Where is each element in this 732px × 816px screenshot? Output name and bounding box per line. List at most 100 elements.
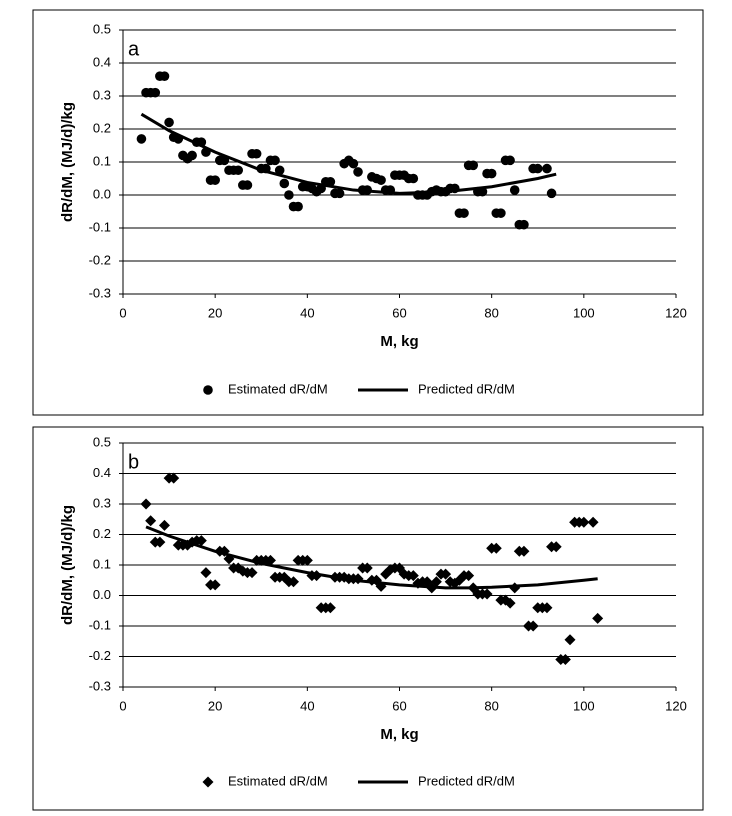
y-tick-label: -0.2 bbox=[89, 252, 111, 267]
data-point bbox=[288, 576, 300, 588]
y-tick-label: 0.1 bbox=[93, 153, 111, 168]
y-tick-label: 0.3 bbox=[93, 495, 111, 510]
x-tick-label: 20 bbox=[208, 305, 222, 320]
data-point bbox=[532, 163, 543, 174]
data-point bbox=[486, 168, 497, 179]
data-point bbox=[264, 554, 276, 566]
data-point bbox=[200, 567, 212, 579]
data-point bbox=[301, 554, 313, 566]
data-point bbox=[519, 219, 529, 230]
data-point bbox=[210, 175, 220, 185]
y-tick-label: 0.0 bbox=[93, 587, 111, 602]
data-point bbox=[154, 536, 166, 548]
data-point bbox=[136, 134, 147, 144]
data-point bbox=[293, 201, 303, 212]
panel-label: b bbox=[128, 451, 139, 473]
data-point bbox=[459, 208, 469, 218]
data-point bbox=[592, 612, 604, 624]
data-point bbox=[408, 173, 419, 184]
fit-line bbox=[140, 112, 557, 195]
data-point bbox=[559, 654, 571, 666]
data-point bbox=[233, 165, 244, 176]
data-point bbox=[468, 160, 479, 171]
x-tick-label: 100 bbox=[573, 698, 595, 713]
y-axis-label: dR/dM, (MJ/d)/kg bbox=[59, 505, 76, 625]
x-axis-label: M, kg bbox=[380, 726, 418, 743]
x-axis-label: M, kg bbox=[380, 333, 418, 350]
x-tick-label: 80 bbox=[484, 698, 498, 713]
data-point bbox=[587, 516, 599, 528]
y-tick-label: 0.1 bbox=[93, 556, 111, 571]
data-point bbox=[159, 71, 170, 81]
data-point bbox=[324, 602, 336, 614]
data-point bbox=[463, 570, 475, 582]
legend-label: Estimated dR/dM bbox=[228, 773, 328, 788]
data-point bbox=[541, 602, 553, 614]
y-tick-label: -0.1 bbox=[89, 219, 111, 234]
x-tick-label: 60 bbox=[392, 305, 406, 320]
y-tick-label: 0.5 bbox=[93, 434, 111, 449]
data-point bbox=[168, 472, 180, 484]
data-point bbox=[348, 158, 359, 169]
data-point bbox=[496, 208, 506, 218]
data-point bbox=[158, 519, 170, 531]
data-point bbox=[407, 570, 419, 582]
y-tick-label: 0.0 bbox=[93, 186, 111, 201]
data-point bbox=[145, 515, 157, 527]
data-point bbox=[246, 567, 258, 579]
data-point bbox=[376, 175, 386, 185]
y-tick-label: 0.5 bbox=[93, 21, 111, 36]
data-point bbox=[164, 117, 174, 128]
data-point bbox=[334, 188, 345, 199]
data-point bbox=[187, 150, 197, 161]
legend-label: Predicted dR/dM bbox=[418, 773, 515, 788]
data-point bbox=[518, 545, 530, 557]
y-tick-label: -0.3 bbox=[89, 285, 111, 300]
y-tick-label: 0.4 bbox=[93, 54, 111, 69]
y-tick-label: 0.3 bbox=[93, 87, 111, 102]
data-point bbox=[150, 87, 161, 98]
data-point bbox=[440, 568, 452, 580]
data-point bbox=[270, 155, 280, 166]
data-point bbox=[284, 190, 294, 200]
legend-label: Predicted dR/dM bbox=[418, 381, 515, 396]
data-point bbox=[242, 180, 253, 190]
data-point bbox=[490, 542, 502, 554]
data-point bbox=[209, 579, 221, 591]
legend-label: Estimated dR/dM bbox=[228, 381, 328, 396]
x-tick-label: 120 bbox=[665, 698, 687, 713]
x-tick-label: 40 bbox=[300, 305, 314, 320]
data-point bbox=[353, 167, 363, 177]
data-point bbox=[361, 562, 373, 574]
data-point bbox=[564, 634, 576, 646]
data-point bbox=[430, 576, 442, 588]
y-axis-label: dR/dM, (MJ/d)/kg bbox=[59, 102, 76, 222]
data-point bbox=[251, 148, 262, 159]
data-point bbox=[509, 582, 521, 594]
x-tick-label: 120 bbox=[665, 305, 687, 320]
x-tick-label: 0 bbox=[119, 305, 126, 320]
data-point bbox=[504, 597, 516, 609]
panel-label: a bbox=[128, 38, 140, 60]
y-tick-label: 0.2 bbox=[93, 526, 111, 541]
x-tick-label: 100 bbox=[573, 305, 595, 320]
data-point bbox=[325, 177, 336, 187]
y-tick-label: 0.4 bbox=[93, 465, 111, 480]
y-tick-label: 0.2 bbox=[93, 120, 111, 135]
data-point bbox=[578, 516, 590, 528]
legend-swatch bbox=[202, 776, 214, 788]
data-point bbox=[279, 178, 290, 189]
x-tick-label: 0 bbox=[119, 698, 126, 713]
fit-line bbox=[145, 525, 598, 590]
x-tick-label: 40 bbox=[300, 698, 314, 713]
data-point bbox=[140, 498, 152, 510]
data-point bbox=[274, 165, 285, 176]
data-point bbox=[505, 155, 515, 166]
data-point bbox=[546, 188, 557, 199]
panel-frame bbox=[32, 9, 704, 416]
data-point bbox=[527, 620, 539, 632]
y-tick-label: -0.1 bbox=[89, 617, 111, 632]
y-tick-label: -0.2 bbox=[89, 648, 111, 663]
data-point bbox=[550, 541, 562, 553]
